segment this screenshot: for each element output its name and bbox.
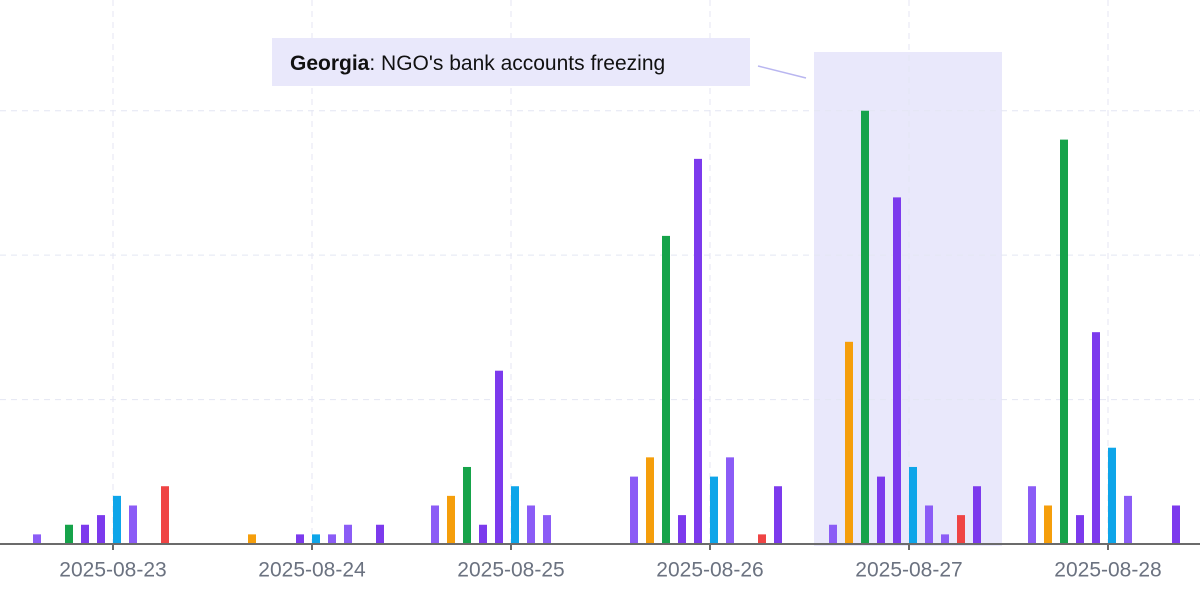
bar	[1124, 495, 1132, 544]
annotation-text: : NGO's bank accounts freezing	[369, 52, 665, 75]
bar	[479, 524, 487, 544]
bar	[1060, 139, 1068, 544]
bar	[1172, 505, 1180, 544]
bar	[33, 534, 41, 544]
bar	[447, 495, 455, 544]
bar	[543, 515, 551, 544]
bar	[893, 197, 901, 544]
bar	[845, 341, 853, 544]
bar	[694, 158, 702, 545]
bar	[861, 110, 869, 545]
bar	[726, 457, 734, 544]
bar	[344, 524, 352, 544]
x-tick-label: 2025-08-24	[258, 559, 366, 582]
bar	[941, 534, 949, 544]
bar	[1028, 486, 1036, 544]
bar	[113, 495, 121, 544]
annotation: Georgia: NGO's bank accounts freezing	[290, 52, 665, 75]
highlight-band	[814, 52, 1002, 546]
bar	[630, 476, 638, 544]
bar	[511, 486, 519, 544]
bar	[65, 524, 73, 544]
bar	[129, 505, 137, 544]
bar	[495, 370, 503, 544]
bar	[925, 505, 933, 544]
annotation-box	[272, 38, 750, 86]
bar	[431, 505, 439, 544]
x-tick-label: 2025-08-25	[457, 559, 564, 582]
bar	[463, 466, 471, 544]
bar	[81, 524, 89, 544]
bar	[678, 515, 686, 544]
x-tick-label: 2025-08-23	[59, 559, 166, 582]
x-tick-label: 2025-08-27	[855, 559, 962, 582]
bar	[829, 524, 837, 544]
bar	[710, 476, 718, 544]
bar	[1092, 332, 1100, 544]
x-tick-label: 2025-08-26	[656, 559, 763, 582]
bar	[527, 505, 535, 544]
bar	[758, 534, 766, 544]
bar	[909, 466, 917, 544]
x-tick-label: 2025-08-28	[1054, 559, 1161, 582]
annotation-label: Georgia	[290, 52, 370, 75]
bar	[973, 486, 981, 544]
bar	[296, 534, 304, 544]
bar	[957, 515, 965, 544]
annotation-connector	[757, 65, 807, 79]
bar	[1108, 447, 1116, 544]
bar	[161, 486, 169, 544]
bar	[774, 486, 782, 544]
bar	[1076, 515, 1084, 544]
bar	[376, 524, 384, 544]
bar	[312, 534, 320, 544]
bar	[662, 235, 670, 544]
bar	[97, 515, 105, 544]
bar	[877, 476, 885, 544]
bar	[1044, 505, 1052, 544]
bar	[248, 534, 256, 544]
bar	[328, 534, 336, 544]
bar	[646, 457, 654, 544]
